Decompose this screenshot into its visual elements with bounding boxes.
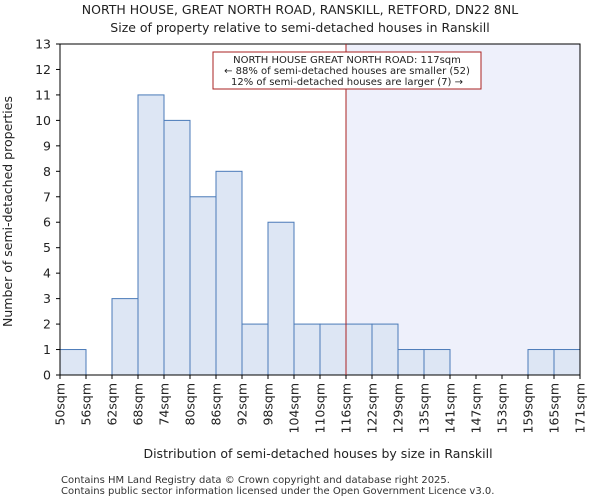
y-tick-label: 1 bbox=[43, 342, 51, 357]
annotation-line-1: NORTH HOUSE GREAT NORTH ROAD: 117sqm bbox=[233, 55, 461, 66]
y-tick-label: 9 bbox=[43, 138, 51, 153]
x-tick-label: 56sqm bbox=[79, 383, 94, 426]
footer-copyright: Contains HM Land Registry data © Crown c… bbox=[61, 475, 450, 486]
x-tick-label: 110sqm bbox=[313, 383, 328, 433]
x-tick-label: 129sqm bbox=[391, 383, 406, 433]
x-tick-label: 62sqm bbox=[105, 383, 120, 426]
y-tick-label: 11 bbox=[35, 87, 51, 102]
x-tick-label: 50sqm bbox=[53, 383, 68, 426]
x-tick-label: 86sqm bbox=[209, 383, 224, 426]
x-tick-label: 171sqm bbox=[573, 383, 588, 433]
bar-62sqm bbox=[111, 298, 139, 376]
bar-86sqm bbox=[215, 170, 243, 376]
x-tick-label: 98sqm bbox=[261, 383, 276, 426]
bar-159sqm bbox=[527, 349, 555, 376]
annotation-line-2: ← 88% of semi-detached houses are smalle… bbox=[224, 66, 470, 77]
y-tick-label: 0 bbox=[43, 368, 51, 383]
bar-116sqm bbox=[345, 323, 373, 376]
annotation-line-3: 12% of semi-detached houses are larger (… bbox=[231, 77, 463, 88]
annotation-box bbox=[212, 51, 482, 90]
y-tick-label: 5 bbox=[43, 240, 51, 255]
bar-50sqm bbox=[59, 349, 87, 376]
bar-129sqm bbox=[397, 349, 425, 376]
chart-title-address: NORTH HOUSE, GREAT NORTH ROAD, RANSKILL,… bbox=[81, 2, 519, 17]
y-tick-label: 6 bbox=[43, 215, 51, 230]
y-tick-label: 12 bbox=[35, 62, 51, 77]
chart-subtitle: Size of property relative to semi-detach… bbox=[110, 20, 490, 35]
x-tick-label: 80sqm bbox=[183, 383, 198, 426]
y-tick-label: 4 bbox=[43, 266, 51, 281]
x-tick-label: 122sqm bbox=[365, 383, 380, 433]
y-tick-label: 2 bbox=[43, 317, 51, 332]
bar-122sqm bbox=[371, 323, 399, 376]
x-tick-label: 68sqm bbox=[131, 383, 146, 426]
bar-68sqm bbox=[137, 94, 165, 376]
y-axis-title: Number of semi-detached properties bbox=[0, 96, 15, 327]
y-tick-label: 10 bbox=[35, 113, 51, 128]
x-axis-title: Distribution of semi-detached houses by … bbox=[143, 446, 492, 461]
y-tick-label: 8 bbox=[43, 164, 51, 179]
bar-135sqm bbox=[423, 349, 451, 376]
bar-80sqm bbox=[189, 196, 217, 376]
bar-104sqm bbox=[293, 323, 321, 376]
bar-110sqm bbox=[319, 323, 347, 376]
x-tick-label: 135sqm bbox=[417, 383, 432, 433]
x-tick-label: 141sqm bbox=[443, 383, 458, 433]
bar-92sqm bbox=[241, 323, 269, 376]
x-tick-label: 116sqm bbox=[339, 383, 354, 433]
x-tick-label: 147sqm bbox=[469, 383, 484, 433]
highlight-region bbox=[346, 44, 580, 375]
bar-98sqm bbox=[267, 221, 295, 376]
y-tick-label: 3 bbox=[43, 291, 51, 306]
x-tick-label: 104sqm bbox=[287, 383, 302, 433]
x-tick-label: 159sqm bbox=[521, 383, 536, 433]
footer-licence: Contains public sector information licen… bbox=[61, 486, 495, 497]
bar-165sqm bbox=[553, 349, 581, 376]
bar-74sqm bbox=[163, 119, 191, 376]
x-tick-label: 92sqm bbox=[235, 383, 250, 426]
x-tick-label: 165sqm bbox=[547, 383, 562, 433]
x-tick-label: 153sqm bbox=[495, 383, 510, 433]
y-tick-label: 7 bbox=[43, 189, 51, 204]
y-tick-label: 13 bbox=[35, 37, 51, 52]
x-tick-label: 74sqm bbox=[157, 383, 172, 426]
